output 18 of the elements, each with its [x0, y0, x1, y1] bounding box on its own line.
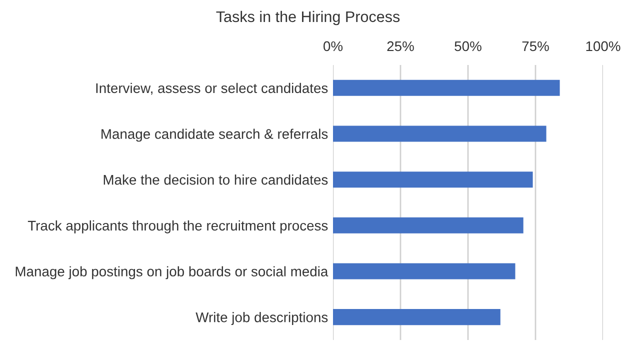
x-tick-label: 25% [387, 41, 414, 52]
y-tick-label: Interview, assess or select candidates [96, 82, 328, 95]
bar [333, 126, 546, 142]
bar [333, 263, 516, 280]
bar [333, 309, 500, 326]
x-tick-label: 50% [454, 41, 482, 52]
bar [333, 80, 560, 96]
bar [333, 172, 533, 188]
y-tick-label: Make the decision to hire candidates [104, 174, 328, 185]
bar [333, 217, 524, 234]
y-tick-label: Write job descriptions [196, 312, 328, 325]
y-tick-label: Manage job postings on job boards or social media [16, 266, 328, 280]
y-tick-label: Manage candidate search & referrals [102, 128, 328, 142]
x-tick-label: 0% [324, 41, 343, 52]
x-tick-label: 75% [522, 41, 549, 52]
y-tick-label: Track applicants through the recruitment process [28, 220, 328, 234]
chart-title: Tasks in the Hiring Process [216, 10, 400, 26]
x-tick-label: 100% [586, 41, 620, 52]
